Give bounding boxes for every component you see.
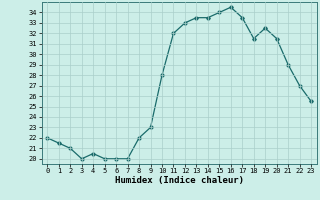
X-axis label: Humidex (Indice chaleur): Humidex (Indice chaleur) bbox=[115, 176, 244, 185]
